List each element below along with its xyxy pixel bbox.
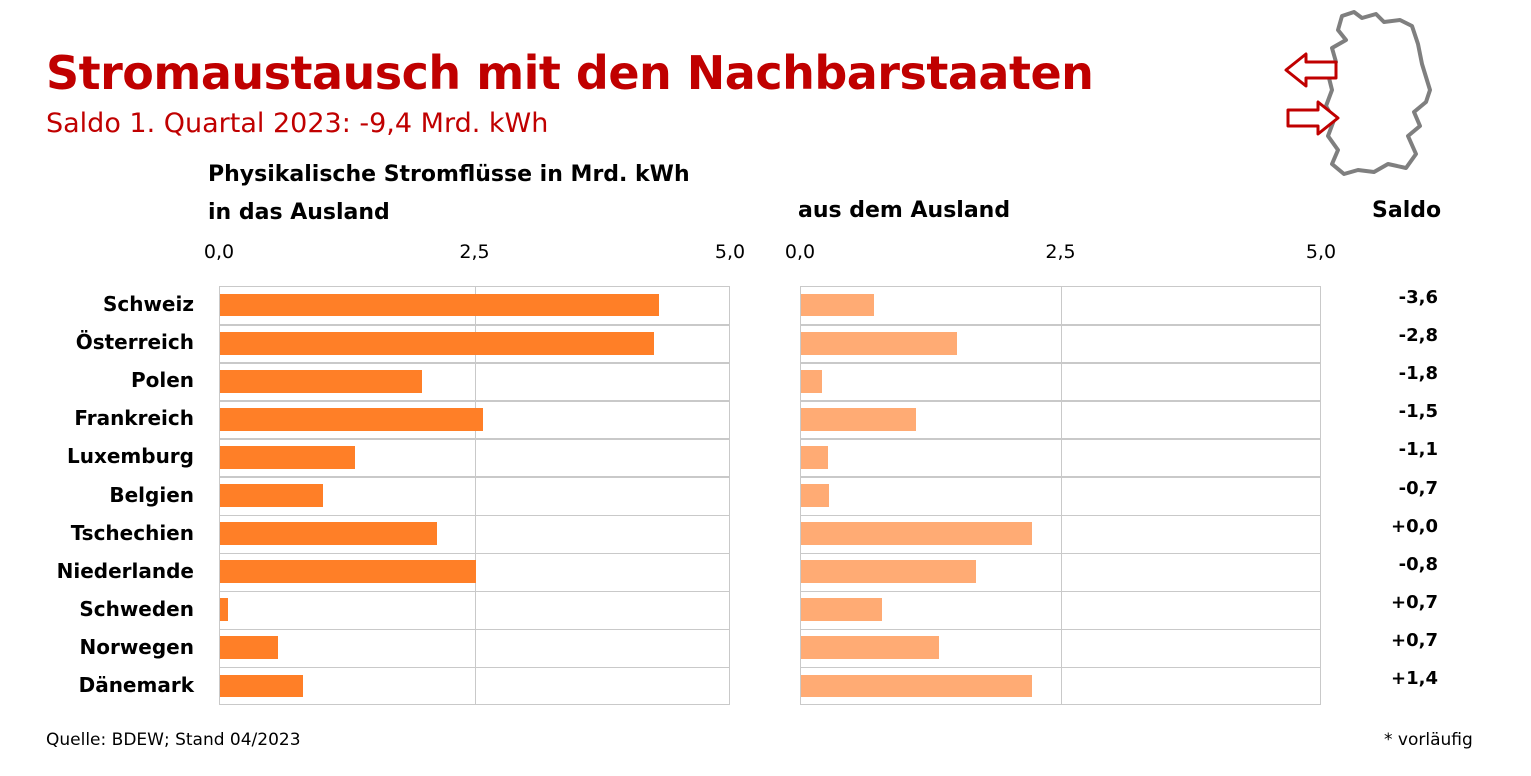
- category-label: Luxemburg: [66, 444, 194, 469]
- bar-in: [801, 407, 916, 431]
- category-label: Tschechien: [70, 520, 194, 545]
- bar-out: [220, 293, 660, 317]
- x-tick-label-out: 5,0: [714, 241, 746, 263]
- category-label: Niederlande: [56, 558, 194, 583]
- category-label: Österreich: [75, 330, 194, 355]
- saldo-value: +0,0: [1391, 515, 1438, 537]
- category-label: Belgien: [109, 482, 194, 507]
- category-label: Norwegen: [79, 634, 194, 659]
- bar-in: [801, 636, 939, 660]
- bar-in: [801, 674, 1033, 698]
- series-label-out: in das Ausland: [208, 200, 390, 225]
- bar-in: [801, 598, 883, 622]
- bar-out: [220, 407, 483, 431]
- x-tick-label-in: 0,0: [784, 241, 816, 263]
- bar-in: [801, 293, 874, 317]
- saldo-value: +1,4: [1391, 667, 1438, 689]
- bar-in: [801, 484, 830, 507]
- category-label: Dänemark: [78, 672, 194, 697]
- footnote: * vorläufig: [1384, 730, 1473, 750]
- category-label: Frankreich: [74, 406, 194, 431]
- series-label-in: aus dem Ausland: [798, 198, 1011, 223]
- source-note: Quelle: BDEW; Stand 04/2023: [46, 730, 301, 750]
- page-title: Stromaustausch mit den Nachbarstaaten: [46, 46, 1094, 100]
- x-tick-label-in: 2,5: [1045, 241, 1076, 263]
- x-tick-label-in: 5,0: [1305, 241, 1337, 263]
- category-label: Polen: [130, 368, 194, 393]
- germany-map-icon: [1284, 10, 1432, 176]
- bar-out: [220, 674, 303, 698]
- chart-title: Physikalische Stromflüsse in Mrd. kWh: [208, 162, 690, 187]
- saldo-value: -1,8: [1398, 363, 1438, 385]
- gridline-v: [1060, 286, 1062, 705]
- saldo-header: Saldo: [1372, 198, 1442, 223]
- bar-out: [220, 636, 279, 660]
- saldo-value: +0,7: [1391, 591, 1438, 613]
- bar-out: [220, 331, 655, 355]
- bar-in: [801, 445, 829, 469]
- bar-in: [801, 560, 977, 584]
- saldo-value: -2,8: [1398, 325, 1438, 347]
- bar-out: [220, 484, 324, 507]
- bar-out: [220, 598, 229, 622]
- bar-out: [220, 560, 476, 584]
- saldo-value: +0,7: [1391, 629, 1438, 651]
- category-label: Schweiz: [102, 292, 194, 317]
- x-tick-label-out: 0,0: [203, 241, 235, 263]
- category-label: Schweden: [79, 596, 194, 621]
- arrow-right-icon: [1286, 100, 1340, 136]
- saldo-value: -0,7: [1398, 477, 1438, 499]
- bar-out: [220, 369, 423, 393]
- bar-in: [801, 522, 1033, 545]
- bar-in: [801, 331, 958, 355]
- saldo-value: -1,5: [1398, 401, 1438, 423]
- x-tick-label-out: 2,5: [459, 241, 490, 263]
- gridline-v: [474, 286, 476, 705]
- saldo-value: -3,6: [1398, 287, 1438, 309]
- bar-out: [220, 445, 355, 469]
- bar-in: [801, 369, 822, 393]
- saldo-value: -1,1: [1398, 439, 1438, 461]
- page-subtitle: Saldo 1. Quartal 2023: -9,4 Mrd. kWh: [46, 108, 549, 139]
- saldo-value: -0,8: [1398, 553, 1438, 575]
- arrow-left-icon: [1284, 52, 1338, 88]
- bar-out: [220, 522, 437, 545]
